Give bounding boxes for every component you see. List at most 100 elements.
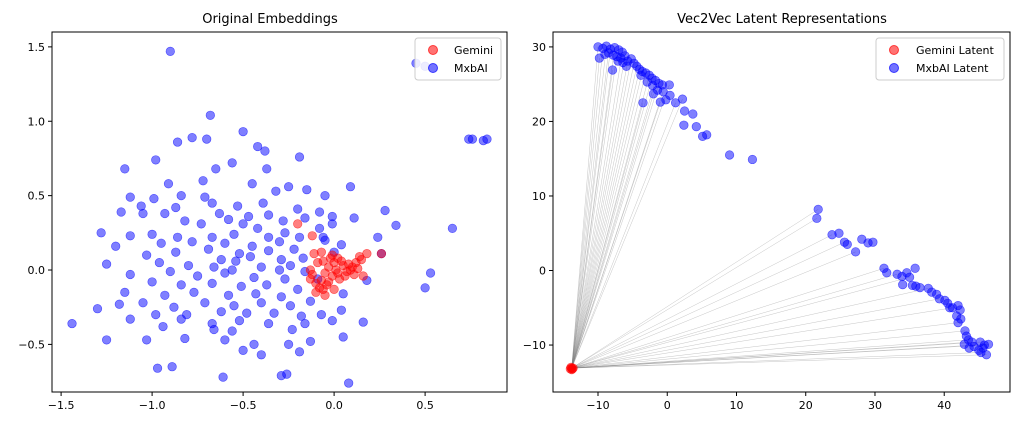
left-point-mxbai bbox=[234, 249, 245, 259]
right-connection-line bbox=[571, 268, 885, 369]
right-x-tick-label: −10 bbox=[586, 399, 609, 412]
left-point-mxbai bbox=[336, 305, 346, 315]
right-chart: Vec2Vec Latent Representations −10 0 10 20 3… bbox=[523, 12, 1011, 412]
right-connection-line bbox=[571, 234, 833, 369]
right-x-tick-label: 20 bbox=[799, 399, 813, 412]
right-connection-line bbox=[571, 298, 940, 369]
right-connection-line bbox=[571, 52, 623, 369]
left-point-mxbai bbox=[156, 238, 166, 248]
left-point-mxbai bbox=[183, 260, 194, 271]
right-connection-line bbox=[571, 48, 604, 369]
right-plot-frame bbox=[552, 31, 1011, 393]
right-point-mxbai bbox=[638, 98, 648, 108]
right-legend-label-mxbai: MxbAI Latent bbox=[916, 62, 989, 75]
left-point-mxbai bbox=[176, 314, 186, 324]
left-point-mxbai bbox=[243, 211, 254, 222]
right-connection-line bbox=[571, 241, 845, 369]
left-point-mxbai bbox=[96, 228, 106, 238]
left-point-mxbai bbox=[276, 255, 286, 265]
left-point-gemini bbox=[329, 284, 339, 294]
right-connection-line bbox=[571, 102, 644, 369]
left-legend-marker-mxbai bbox=[428, 63, 438, 73]
left-point-mxbai bbox=[138, 298, 148, 308]
left-point-mxbai bbox=[338, 332, 348, 342]
left-point-mxbai bbox=[125, 192, 135, 202]
left-point-mxbai bbox=[187, 237, 197, 247]
right-point-mxbai bbox=[724, 150, 735, 160]
right-point-mxbai bbox=[812, 213, 822, 223]
right-point-mxbai bbox=[915, 283, 925, 293]
left-point-mxbai bbox=[338, 289, 348, 299]
left-point-mxbai bbox=[293, 284, 303, 294]
left-point-mxbai bbox=[305, 296, 316, 306]
right-connection-line bbox=[571, 84, 670, 369]
left-y-tick-label: 0.5 bbox=[28, 190, 46, 203]
right-point-mxbai bbox=[813, 204, 823, 214]
right-point-mxbai bbox=[945, 303, 955, 313]
left-point-mxbai bbox=[327, 315, 337, 326]
left-point-mxbai bbox=[67, 318, 77, 329]
right-connection-line bbox=[571, 46, 599, 369]
right-point-mxbai bbox=[842, 239, 852, 250]
right-connection-line bbox=[571, 49, 611, 369]
right-point-mxbai bbox=[677, 94, 688, 104]
left-point-mxbai bbox=[247, 241, 257, 251]
left-point-mxbai bbox=[278, 216, 288, 226]
right-point-mxbai bbox=[981, 350, 992, 360]
left-point-mxbai bbox=[154, 257, 164, 268]
left-legend-label-mxbai: MxbAI bbox=[454, 62, 488, 75]
left-point-mxbai bbox=[316, 310, 326, 320]
left-point-mxbai bbox=[176, 191, 186, 201]
right-connection-line bbox=[571, 352, 981, 369]
right-point-gemini bbox=[565, 364, 575, 374]
right-connection-line bbox=[571, 91, 664, 369]
left-point-mxbai bbox=[302, 185, 312, 195]
right-connection-line bbox=[571, 72, 647, 369]
right-y-tick-label: 30 bbox=[532, 41, 546, 54]
left-point-mxbai bbox=[92, 304, 103, 314]
left-point-mxbai bbox=[211, 164, 221, 174]
left-point-gemini bbox=[354, 252, 365, 262]
left-point-mxbai bbox=[256, 350, 266, 360]
left-x-tick-label: 0.0 bbox=[325, 399, 343, 412]
left-point-mxbai bbox=[260, 146, 270, 156]
left-point-mxbai bbox=[294, 152, 305, 162]
right-point-mxbai bbox=[664, 80, 674, 90]
left-point-mxbai bbox=[101, 335, 112, 345]
left-point-mxbai bbox=[294, 347, 305, 357]
right-connection-line bbox=[571, 52, 609, 369]
left-point-mxbai bbox=[258, 198, 268, 208]
left-points-layer bbox=[67, 46, 492, 388]
left-point-mxbai bbox=[207, 198, 217, 208]
left-point-mxbai bbox=[165, 46, 175, 56]
right-connection-line bbox=[571, 344, 989, 369]
left-legend-label-gemini: Gemini bbox=[454, 44, 493, 57]
right-connection-line bbox=[571, 273, 898, 369]
right-connection-line bbox=[571, 69, 613, 369]
right-connection-line bbox=[571, 46, 607, 369]
right-x-tick-label: 10 bbox=[729, 399, 743, 412]
left-point-mxbai bbox=[180, 216, 190, 226]
left-point-mxbai bbox=[229, 301, 239, 311]
left-point-mxbai bbox=[247, 179, 257, 189]
left-point-mxbai bbox=[147, 277, 157, 287]
left-point-mxbai bbox=[209, 262, 219, 272]
left-point-mxbai bbox=[391, 220, 401, 230]
right-connection-line bbox=[571, 209, 819, 369]
right-y-tick-label: 0 bbox=[539, 265, 546, 278]
right-x-tick-label: 30 bbox=[868, 399, 882, 412]
left-point-mxbai bbox=[336, 240, 346, 250]
right-connection-line bbox=[571, 75, 650, 369]
left-x-tick-label: 0.5 bbox=[416, 399, 434, 412]
right-connection-line bbox=[571, 322, 959, 369]
left-point-mxbai bbox=[167, 362, 177, 372]
right-x-axis: −10 0 10 20 30 40 bbox=[586, 392, 951, 412]
left-plot-area bbox=[52, 32, 507, 392]
left-point-mxbai bbox=[249, 272, 259, 283]
left-point-mxbai bbox=[227, 265, 237, 275]
right-connection-line bbox=[571, 98, 683, 369]
right-connection-line bbox=[571, 47, 615, 369]
right-chart-title: Vec2Vec Latent Representations bbox=[677, 12, 887, 27]
right-point-mxbai bbox=[613, 56, 623, 66]
left-legend: Gemini MxbAI bbox=[414, 37, 502, 81]
